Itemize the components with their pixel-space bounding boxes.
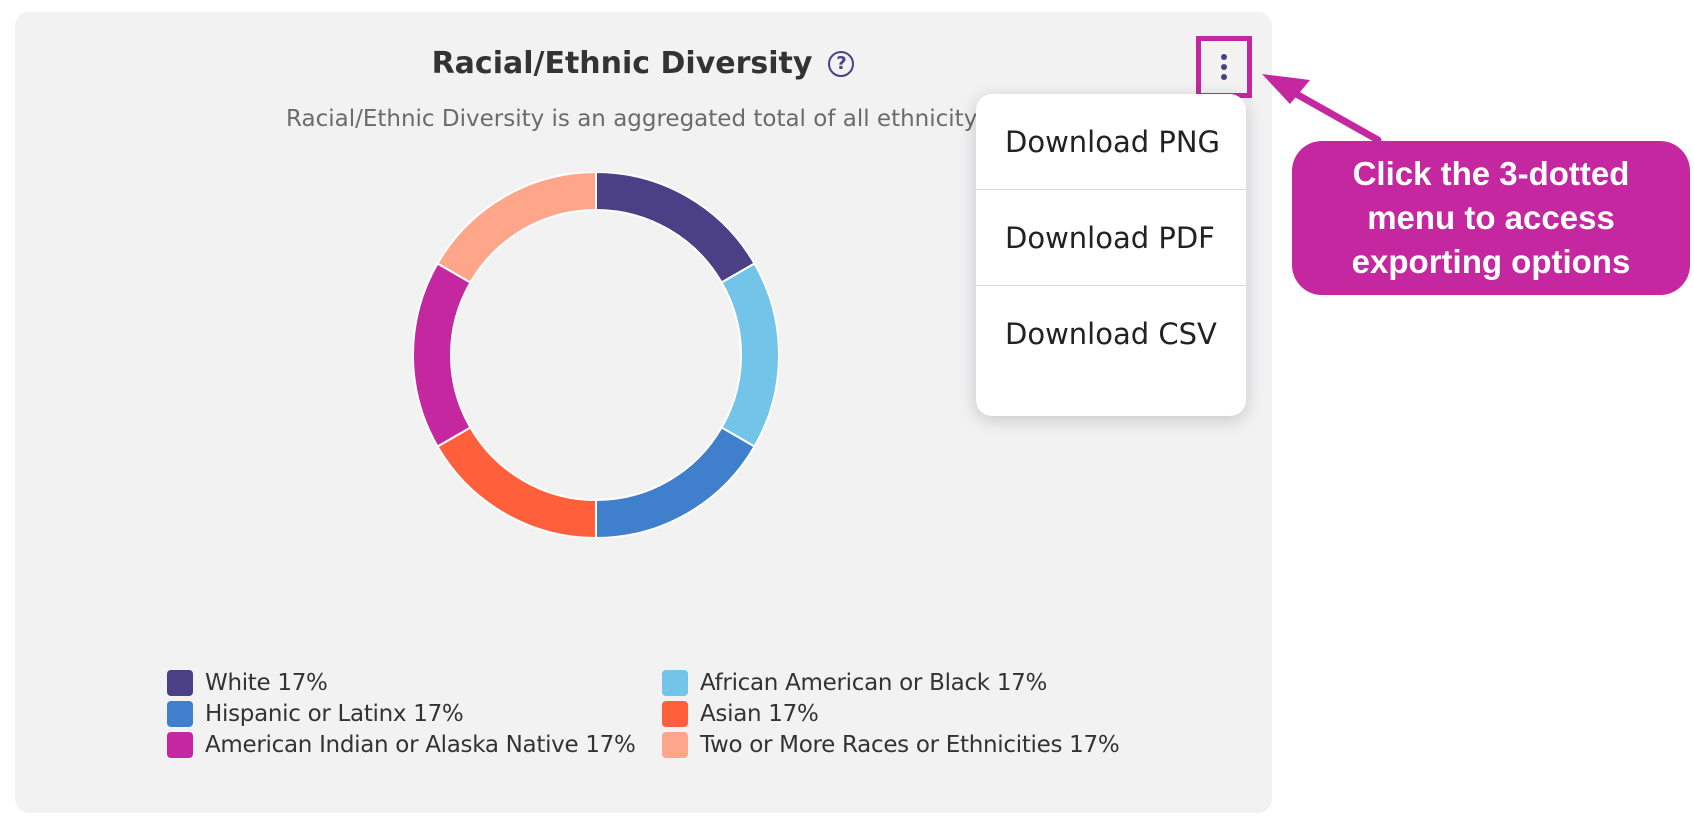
download-pdf-option[interactable]: Download PDF [976, 190, 1246, 286]
kebab-dot-icon [1221, 54, 1227, 60]
chart-title: Racial/Ethnic Diversity [431, 46, 813, 81]
donut-chart [413, 172, 779, 538]
help-icon[interactable]: ? [828, 50, 855, 77]
donut-slice-two-or-more-races-or-ethnicities[interactable] [436, 172, 597, 284]
legend-swatch-american-indian-or-alaska-native [167, 732, 193, 758]
annotation-callout: Click the 3-dotted menu to access export… [1292, 141, 1690, 295]
export-dropdown-menu: Download PNG Download PDF Download CSV [976, 94, 1246, 416]
legend-label-asian: Asian 17% [700, 701, 819, 727]
legend-label-white: White 17% [205, 670, 328, 696]
callout-line-2: menu to access [1367, 199, 1615, 236]
chart-legend: White 17% African American or Black 17% … [167, 670, 1127, 758]
legend-swatch-two-or-more-races [662, 732, 688, 758]
legend-label-african-american-or-black: African American or Black 17% [700, 670, 1048, 696]
callout-line-1: Click the 3-dotted [1352, 155, 1630, 192]
callout-line-3: exporting options [1351, 243, 1631, 280]
legend-label-hispanic-or-latinx: Hispanic or Latinx 17% [205, 701, 464, 727]
download-csv-option[interactable]: Download CSV [1005, 317, 1217, 351]
legend-item-two-or-more-races[interactable]: Two or More Races or Ethnicities 17% [662, 732, 1127, 758]
legend-swatch-african-american-or-black [662, 670, 688, 696]
legend-item-african-american-or-black[interactable]: African American or Black 17% [662, 670, 1127, 696]
legend-swatch-white [167, 670, 193, 696]
chart-subtitle: Racial/Ethnic Diversity is an aggregated… [286, 106, 996, 132]
legend-item-asian[interactable]: Asian 17% [662, 701, 1127, 727]
legend-item-american-indian-or-alaska-native[interactable]: American Indian or Alaska Native 17% [167, 732, 662, 758]
legend-swatch-hispanic-or-latinx [167, 701, 193, 727]
download-png-option[interactable]: Download PNG [976, 94, 1246, 190]
chart-header: Racial/Ethnic Diversity ? [0, 46, 1286, 81]
kebab-dot-icon [1221, 74, 1227, 80]
legend-label-two-or-more-races: Two or More Races or Ethnicities 17% [700, 732, 1120, 758]
kebab-dot-icon [1221, 64, 1227, 70]
legend-item-white[interactable]: White 17% [167, 670, 662, 696]
legend-label-american-indian-or-alaska-native: American Indian or Alaska Native 17% [205, 732, 636, 758]
legend-swatch-asian [662, 701, 688, 727]
legend-item-hispanic-or-latinx[interactable]: Hispanic or Latinx 17% [167, 701, 662, 727]
